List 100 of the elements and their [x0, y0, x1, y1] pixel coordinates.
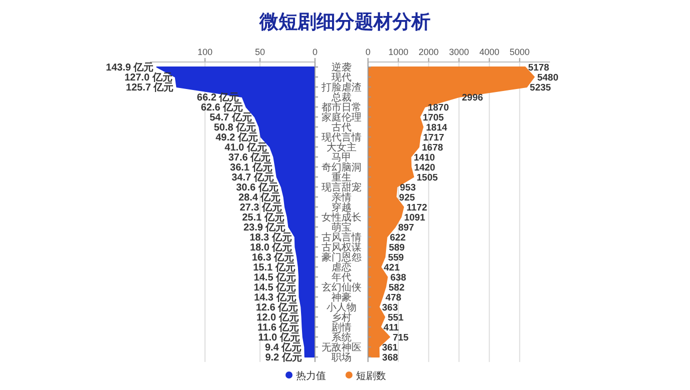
data-label: 1505: [416, 172, 438, 184]
x-tick-label: 0: [312, 47, 318, 57]
x-tick-label: 2000: [418, 47, 439, 57]
data-label: 25.1 亿元: [242, 212, 284, 224]
x-tick-label: 5000: [510, 47, 530, 57]
data-label: 49.2 亿元: [216, 132, 258, 144]
data-label: 16.3 亿元: [252, 252, 294, 264]
data-label: 125.7 亿元: [126, 82, 174, 94]
data-label: 421: [384, 262, 400, 274]
data-label: 589: [388, 242, 405, 254]
data-label: 50.8 亿元: [214, 122, 256, 134]
data-label: 37.6 亿元: [228, 152, 271, 164]
data-label: 28.4 亿元: [238, 192, 281, 204]
x-tick-label: 1000: [388, 47, 408, 57]
data-label: 638: [390, 272, 406, 284]
data-label: 23.9 亿元: [243, 222, 286, 234]
x-tick-label: 4000: [479, 47, 500, 57]
data-label: 14.3 亿元: [254, 292, 296, 304]
data-label: 41.0 亿元: [224, 142, 267, 154]
data-label: 1410: [414, 152, 435, 164]
y-tick-label: 年代: [332, 272, 352, 284]
data-label: 34.7 亿元: [232, 172, 274, 184]
data-label: 127.0 亿元: [124, 72, 172, 84]
data-label: 1172: [406, 202, 428, 214]
y-tick-label: 大女主: [326, 142, 356, 154]
data-label: 1870: [428, 102, 449, 114]
y-tick-label: 职场: [332, 352, 352, 364]
y-tick-label: 神豪: [332, 292, 352, 304]
data-label: 925: [399, 192, 416, 204]
x-tick-label: 100: [197, 47, 213, 57]
data-label: 582: [388, 282, 405, 294]
x-tick-label: 50: [254, 47, 266, 57]
data-label: 361: [382, 342, 399, 354]
data-label: 1091: [404, 212, 426, 224]
y-tick-label: 乡村: [332, 312, 352, 324]
data-label: 14.5 亿元: [254, 282, 296, 294]
data-label: 1705: [422, 112, 445, 124]
y-tick-label: 都市日常: [322, 102, 362, 114]
y-tick-label: 女性成长: [322, 212, 362, 224]
y-tick-label: 家庭伦理: [322, 112, 362, 124]
y-tick-label: 奇幻脑洞: [322, 162, 362, 174]
y-tick-label: 现言甜宠: [322, 182, 362, 194]
y-tick-label: 重生: [332, 172, 352, 184]
y-tick-label: 现代: [332, 72, 352, 84]
y-tick-label: 古代: [332, 122, 352, 134]
y-tick-label: 总裁: [330, 92, 352, 104]
data-label: 11.6 亿元: [258, 322, 300, 334]
y-tick-label: 逆袭: [332, 62, 352, 74]
data-label: 715: [392, 332, 410, 344]
y-tick-label: 萌宝: [332, 222, 352, 234]
data-label: 11.0 亿元: [258, 332, 300, 344]
data-label: 478: [386, 292, 402, 304]
y-tick-label: 无敌神医: [322, 342, 362, 354]
y-tick-label: 虐恋: [332, 262, 352, 274]
data-label: 559: [388, 252, 404, 264]
y-tick-label: 亲情: [332, 192, 352, 204]
data-label: 1678: [422, 142, 444, 154]
data-label: 5480: [537, 72, 558, 84]
data-label: 622: [390, 232, 406, 244]
data-label: 368: [382, 352, 398, 364]
data-label: 30.6 亿元: [236, 182, 278, 194]
data-label: 54.7 亿元: [210, 112, 252, 124]
data-label: 14.5 亿元: [254, 272, 296, 284]
x-tick-label: 0: [365, 47, 371, 57]
y-tick-label: 系统: [332, 332, 352, 344]
data-label: 897: [398, 222, 414, 234]
data-label: 411: [383, 322, 400, 334]
data-label: 36.1 亿元: [230, 162, 272, 174]
x-tick-label: 3000: [448, 47, 470, 57]
y-tick-label: 玄幻仙侠: [322, 282, 362, 294]
data-label: 1420: [414, 162, 436, 174]
y-tick-label: 穿越: [332, 202, 352, 214]
y-tick-label: 豪门恩怨: [322, 252, 362, 264]
data-label: 66.2 亿元: [196, 92, 240, 104]
data-label: 143.9 亿元: [106, 62, 154, 74]
data-label: 12.0 亿元: [256, 312, 299, 324]
data-label: 1717: [423, 132, 444, 144]
data-label: 551: [388, 312, 404, 324]
y-tick-label: 马甲: [332, 152, 352, 164]
data-label: 27.3 亿元: [240, 202, 282, 214]
data-label: 9.2 亿元: [265, 352, 302, 364]
y-tick-label: 古风权谋: [322, 242, 362, 254]
chart-title: 微短剧细分题材分析: [258, 11, 430, 33]
y-tick-label: 小人物: [326, 302, 356, 314]
data-label: 18.3 亿元: [250, 232, 292, 244]
data-label: 18.0 亿元: [250, 242, 292, 254]
data-label: 5235: [530, 82, 552, 94]
y-tick-label: 打脸虐渣: [320, 82, 362, 94]
y-tick-label: 剧情: [332, 322, 352, 334]
data-label: 9.4 亿元: [264, 342, 302, 354]
data-label: 5178: [528, 62, 550, 74]
legend-label: 短剧数: [356, 371, 386, 382]
data-label: 953: [400, 182, 416, 194]
y-tick-label: 古风言情: [322, 232, 362, 244]
data-label: 2996: [462, 92, 484, 104]
y-tick-label: 现代言情: [322, 132, 362, 144]
legend-label: 热力值: [296, 370, 326, 382]
data-label: 363: [382, 302, 398, 314]
data-label: 12.6 亿元: [256, 302, 298, 314]
data-label: 1814: [426, 122, 448, 134]
